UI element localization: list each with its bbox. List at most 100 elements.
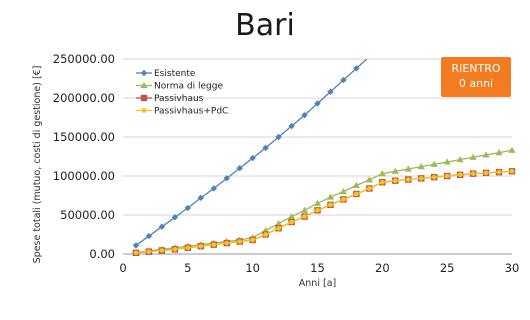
data-point-passivhaus-pdc — [379, 179, 385, 185]
data-point-norma-di-legge — [352, 181, 360, 188]
legend-label: Passivhaus — [154, 94, 204, 104]
legend-label: Esistente — [154, 69, 196, 79]
data-point-passivhaus-pdc — [392, 178, 398, 184]
data-point-norma-di-legge — [378, 170, 386, 177]
legend: Esistente Norma di legge Passivhaus Passivh… — [136, 69, 228, 117]
y-tick-label: 50000.00 — [60, 208, 115, 222]
data-point-passivhaus-pdc — [470, 171, 476, 177]
data-point-esistente — [171, 214, 179, 221]
data-point-norma-di-legge — [456, 156, 464, 163]
chart-title: Bari — [235, 8, 295, 43]
data-point-norma-di-legge — [339, 188, 348, 195]
data-point-norma-di-legge — [417, 163, 425, 170]
data-point-norma-di-legge — [508, 146, 516, 153]
payback-badge: RIENTRO 0 anni — [441, 57, 511, 97]
data-point-passivhaus-pdc — [250, 237, 256, 243]
data-point-esistente — [158, 223, 166, 230]
data-point-esistente — [340, 76, 347, 84]
data-point-passivhaus-pdc — [224, 240, 230, 246]
data-point-norma-di-legge — [430, 160, 438, 167]
series-line-passivhaus-pdc — [135, 170, 513, 254]
data-point-esistente — [327, 88, 334, 95]
data-point-passivhaus-pdc — [418, 175, 424, 181]
data-point-passivhaus-pdc — [302, 214, 307, 219]
data-point-esistente — [275, 133, 282, 141]
x-tick-label: 30 — [505, 261, 520, 275]
data-point-passivhaus-pdc — [211, 242, 217, 248]
x-axis-label: Anni [a] — [299, 278, 336, 289]
data-point-passivhaus-pdc — [509, 168, 515, 174]
data-point-passivhaus-pdc — [172, 246, 178, 252]
data-point-norma-di-legge — [443, 158, 451, 165]
data-point-norma-di-legge — [275, 219, 283, 227]
x-tick-label: 25 — [440, 261, 455, 275]
payback-badge-value: 0 anni — [458, 77, 494, 90]
series-group — [132, 59, 516, 257]
data-point-passivhaus-pdc — [341, 197, 346, 202]
data-point-esistente — [249, 154, 256, 162]
x-tick-labels: 0 5 10 15 20 25 30 — [119, 261, 519, 275]
x-tick-label: 10 — [245, 261, 260, 275]
legend-item-esistente: Esistente — [136, 69, 196, 79]
data-point-esistente — [184, 204, 192, 212]
x-tick-label: 5 — [184, 261, 191, 275]
data-point-passivhaus-pdc — [159, 248, 165, 253]
series-line-norma-di-legge — [135, 149, 513, 254]
payback-badge-title: RIENTRO — [451, 62, 501, 75]
y-tick-label: 0.00 — [89, 247, 115, 261]
legend-marker — [140, 81, 148, 89]
data-point-passivhaus-pdc — [237, 239, 243, 244]
data-point-norma-di-legge — [326, 193, 335, 200]
y-tick-label: 200000.00 — [53, 91, 115, 105]
data-point-passivhaus-pdc — [185, 245, 191, 251]
series-passivhaus — [132, 168, 516, 257]
data-point-passivhaus-pdc — [444, 173, 450, 179]
legend-marker — [141, 108, 147, 113]
data-point-passivhaus-pdc — [289, 219, 294, 225]
data-point-esistente — [288, 122, 295, 130]
y-axis-label: Spese totali (mutuo, costi di gestione) … — [32, 66, 43, 264]
series-line-passivhaus — [135, 170, 513, 254]
data-point-norma-di-legge — [287, 212, 296, 220]
x-tick-label: 0 — [119, 261, 126, 275]
data-point-passivhaus-pdc — [276, 225, 281, 231]
data-point-passivhaus-pdc — [315, 207, 320, 213]
data-point-passivhaus-pdc — [405, 177, 411, 182]
data-point-esistente — [223, 175, 230, 182]
data-point-norma-di-legge — [495, 149, 503, 156]
series-passivhaus-pdc — [133, 168, 515, 256]
data-point-norma-di-legge — [469, 153, 477, 160]
legend-item-passivhaus: Passivhaus — [136, 94, 204, 104]
data-point-esistente — [301, 111, 308, 119]
y-tick-labels: 0.00 50000.00 100000.00 150000.00 200000.00 2… — [53, 52, 115, 261]
data-point-norma-di-legge — [404, 165, 412, 172]
data-point-esistente — [262, 144, 269, 152]
data-point-norma-di-legge — [482, 151, 490, 158]
y-tick-label: 150000.00 — [53, 130, 115, 144]
x-tick-label: 15 — [310, 261, 325, 275]
data-point-esistente — [132, 242, 140, 249]
x-tick-label: 20 — [375, 261, 390, 275]
data-point-norma-di-legge — [313, 199, 322, 206]
data-point-passivhaus-pdc — [198, 243, 204, 249]
legend-marker — [140, 94, 148, 102]
data-point-passivhaus-pdc — [328, 202, 333, 208]
series-esistente — [132, 59, 368, 249]
data-point-norma-di-legge — [300, 206, 309, 213]
data-point-norma-di-legge — [391, 167, 399, 174]
data-point-esistente — [210, 185, 217, 192]
data-point-passivhaus-pdc — [496, 169, 502, 175]
legend-label: Passivhaus+PdC — [154, 107, 228, 117]
data-point-esistente — [236, 165, 243, 172]
data-point-esistente — [197, 194, 204, 202]
legend-item-passivhaus-pdc: Passivhaus+PdC — [136, 107, 228, 117]
data-point-norma-di-legge — [365, 176, 373, 183]
data-point-esistente — [314, 100, 321, 107]
data-point-passivhaus-pdc — [354, 191, 359, 197]
data-point-passivhaus-pdc — [457, 172, 463, 178]
data-point-esistente — [353, 65, 360, 72]
legend-label: Norma di legge — [154, 82, 223, 92]
y-tick-label: 100000.00 — [53, 169, 115, 183]
data-point-passivhaus-pdc — [133, 250, 139, 256]
